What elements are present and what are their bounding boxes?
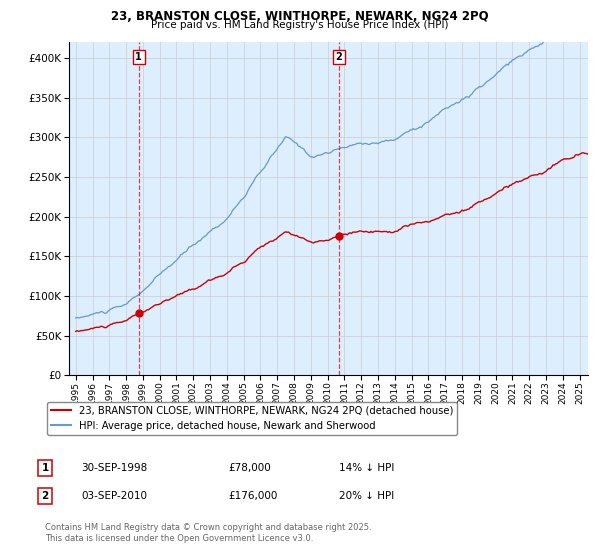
Text: 1: 1 bbox=[136, 52, 142, 62]
Text: 03-SEP-2010: 03-SEP-2010 bbox=[81, 491, 147, 501]
Text: Price paid vs. HM Land Registry's House Price Index (HPI): Price paid vs. HM Land Registry's House … bbox=[151, 20, 449, 30]
Text: Contains HM Land Registry data © Crown copyright and database right 2025.
This d: Contains HM Land Registry data © Crown c… bbox=[45, 524, 371, 543]
Text: 2: 2 bbox=[41, 491, 49, 501]
Text: 1: 1 bbox=[41, 463, 49, 473]
Text: 14% ↓ HPI: 14% ↓ HPI bbox=[339, 463, 394, 473]
Text: 30-SEP-1998: 30-SEP-1998 bbox=[81, 463, 147, 473]
Text: 2: 2 bbox=[335, 52, 342, 62]
Legend: 23, BRANSTON CLOSE, WINTHORPE, NEWARK, NG24 2PQ (detached house), HPI: Average p: 23, BRANSTON CLOSE, WINTHORPE, NEWARK, N… bbox=[47, 402, 457, 435]
Text: £176,000: £176,000 bbox=[228, 491, 277, 501]
Text: 20% ↓ HPI: 20% ↓ HPI bbox=[339, 491, 394, 501]
Text: £78,000: £78,000 bbox=[228, 463, 271, 473]
Text: 23, BRANSTON CLOSE, WINTHORPE, NEWARK, NG24 2PQ: 23, BRANSTON CLOSE, WINTHORPE, NEWARK, N… bbox=[111, 10, 489, 22]
